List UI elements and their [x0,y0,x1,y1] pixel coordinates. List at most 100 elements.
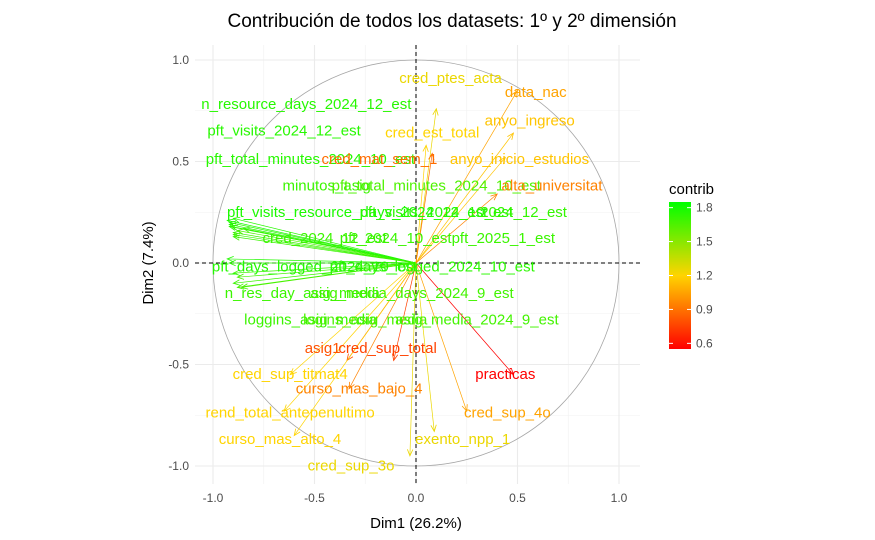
variable-arrow [393,262,417,361]
variable-arrow [415,90,518,264]
variable-arrow-head [228,259,236,267]
variable-label: data_nac [505,84,567,101]
variable-label: anyo_inicio_estudios [450,151,589,168]
variable-arrow [415,193,498,264]
variable-arrow-head [232,216,241,223]
variable-arrow-head [511,89,519,98]
x-tick-label: -0.5 [304,491,325,505]
variable-arrow [233,236,417,264]
variable-label: asig1 [305,340,341,357]
variable-label: curso_mas_alto_4 [219,431,342,448]
variable-arrow [415,132,514,264]
legend-tick-label: 1.5 [696,235,713,249]
variable-label: 2024_12_est [480,204,568,221]
variable-label: cred_sup_3o [308,458,395,475]
variable-label: pft_2024_10_est [340,230,453,247]
x-axis-label: Dim1 (26.2%) [370,515,462,532]
variable-label: anyo_ingreso [485,112,575,129]
variable-arrow-head [226,255,234,263]
variable-arrow-head [242,226,251,233]
variable-label: loggins_asig_media [244,311,377,328]
variable-label: pft_2025_1_est [452,230,556,247]
y-tick-label: -0.5 [168,358,189,372]
variable-arrow [415,157,506,264]
variable-arrow-head [240,283,249,290]
variable-label: rend_total_antepenultimo [205,405,374,422]
variable-label: logins_asig_media [303,311,428,328]
variable-arrow-head [430,424,437,433]
variable-label: n_res_day_asig_media [225,285,381,302]
variable-arrow-head [289,368,297,376]
x-tick-label: -1.0 [203,491,224,505]
variable-arrow [233,218,417,264]
variable-arrow [241,262,417,288]
variable-arrow [231,226,417,264]
color-legend: contrib 1.8 1.5 1.2 0.9 0.6 [669,181,714,350]
variable-arrow [415,108,437,264]
y-tick-label: -1.0 [168,459,189,473]
variable-arrow-head [507,132,515,140]
variable-arrow-head [422,144,429,153]
variable-label: cred_est_total [385,125,479,142]
variable-arrow-head [498,156,506,165]
variable-label: asig_media_days_2024_9_est [310,285,514,302]
x-axis-ticks: -1.0 -0.5 0.0 0.5 1.0 [203,491,628,505]
legend-tick-label: 0.9 [696,302,713,316]
y-tick-label: 0.0 [172,256,189,270]
variable-arrow [283,262,417,412]
variable-arrow-head [428,152,435,161]
variable-label: n_resource_days_2024_12_est [201,96,412,113]
variable-arrow [415,262,468,412]
variable-arrow [415,262,514,375]
y-tick-label: 1.0 [172,53,189,67]
variable-arrow [237,262,417,278]
variable-arrow [227,220,417,264]
variable-label: practicas [475,366,535,383]
variable-label: pft_days_logged_2024_10_est [330,259,536,276]
legend-tick-label: 1.2 [696,269,713,283]
x-tick-label: 1.0 [611,491,628,505]
variable-arrow [409,262,417,456]
legend-title: contrib [669,181,714,198]
variable-label: pft_total_minutes_2024_10_est [332,177,542,194]
variable-arrow-head [232,269,241,276]
variable-arrow-head [461,404,468,413]
variable-arrows [226,89,519,457]
variable-arrow [293,262,417,436]
variable-arrow-head [293,428,301,437]
variable-label: cred_2024_12_est [263,230,388,247]
variable-label: pft_visits_2024_12_est [207,123,361,140]
variable-label: asig_media_2024_9_est [395,311,559,328]
variable-arrow-head [232,279,241,286]
variable-arrow [289,262,417,375]
variable-arrow-head [236,228,245,235]
variable-arrow-head [432,107,439,116]
variable-arrow [233,262,417,274]
legend-tick-label: 0.6 [696,336,713,350]
legend-color-bar [669,202,691,349]
variable-arrow-head [283,404,291,412]
variable-arrow [415,145,427,264]
variable-label: pft_visits_resource_days_2024_12_est [227,204,488,221]
variable-label: minutos_asig [282,177,370,194]
variable-arrow-head [490,193,498,201]
x-tick-label: 0.5 [509,491,526,505]
variable-label: curso_mas_bajo_4 [296,380,423,397]
variable-arrow-head [226,218,235,225]
variable-label: cred_sup_titmat4 [233,366,348,383]
variable-arrow-head [236,273,245,280]
variable-arrow-head [407,449,414,457]
variable-arrow [415,153,433,264]
variable-arrow-head [392,353,399,362]
variable-label: pft_total_minutes_2024_10_est [206,151,416,168]
variable-arrow-head [230,224,239,231]
variable-arrow [237,230,417,264]
legend-tick-label: 1.8 [696,201,713,215]
variable-label: cred_sup_total [338,340,436,357]
variable-arrow [233,262,417,284]
y-axis-ticks: -1.0 -0.5 0.0 0.5 1.0 [168,53,189,473]
variable-arrow-head [348,381,355,390]
